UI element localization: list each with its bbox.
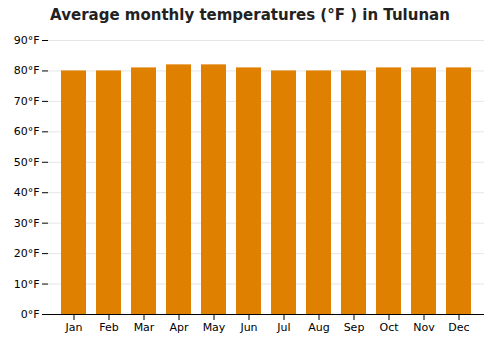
- svg-text:40°F: 40°F: [14, 186, 40, 199]
- svg-text:Jul: Jul: [276, 321, 290, 334]
- svg-text:50°F: 50°F: [14, 156, 40, 169]
- svg-text:Jan: Jan: [65, 321, 83, 334]
- svg-text:70°F: 70°F: [14, 95, 40, 108]
- svg-text:90°F: 90°F: [14, 34, 40, 47]
- svg-text:20°F: 20°F: [14, 247, 40, 260]
- svg-text:Aug: Aug: [308, 321, 329, 334]
- svg-text:0°F: 0°F: [21, 308, 40, 321]
- svg-text:80°F: 80°F: [14, 64, 40, 77]
- svg-text:Feb: Feb: [99, 321, 118, 334]
- svg-text:May: May: [203, 321, 226, 334]
- svg-text:Dec: Dec: [448, 321, 469, 334]
- svg-text:Oct: Oct: [379, 321, 399, 334]
- svg-text:Sep: Sep: [344, 321, 365, 334]
- svg-text:Jun: Jun: [239, 321, 257, 334]
- svg-text:Mar: Mar: [134, 321, 155, 334]
- svg-text:Apr: Apr: [169, 321, 189, 334]
- svg-text:30°F: 30°F: [14, 217, 40, 230]
- html-text:Average monthly temperatures (: Average monthly temperatures (°F ) in Tu…: [50, 6, 450, 24]
- svg-text:60°F: 60°F: [14, 125, 40, 138]
- svg-text:10°F: 10°F: [14, 278, 40, 291]
- svg-text:Nov: Nov: [413, 321, 435, 334]
